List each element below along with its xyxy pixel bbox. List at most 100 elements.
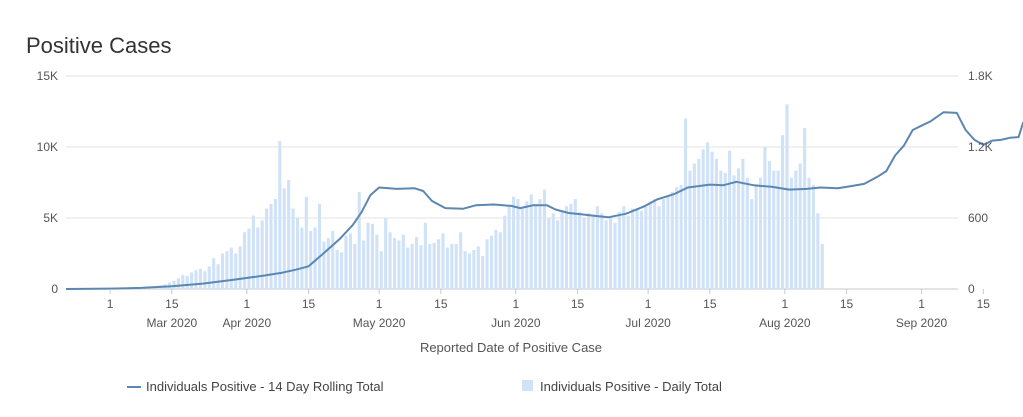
daily-total-bar <box>750 199 754 289</box>
daily-total-bar <box>397 240 401 289</box>
x-axis-tick-label: 15 <box>571 297 585 311</box>
daily-total-bar <box>481 255 485 289</box>
daily-total-bar <box>432 242 436 289</box>
daily-total-bar <box>216 264 220 289</box>
daily-total-bar <box>675 187 679 289</box>
daily-total-bar <box>600 213 604 289</box>
daily-total-bar <box>631 208 635 289</box>
daily-total-bar <box>529 194 533 289</box>
legend-item-rolling-total[interactable]: Individuals Positive - 14 Day Rolling To… <box>127 379 384 394</box>
daily-total-bar <box>494 229 498 289</box>
daily-total-bar <box>317 203 322 289</box>
left-axis-tick-label: 10K <box>37 140 58 154</box>
daily-total-bar <box>260 220 264 289</box>
daily-total-bar <box>331 231 335 289</box>
legend: Individuals Positive - 14 Day Rolling To… <box>127 379 722 394</box>
daily-total-bar <box>251 215 255 289</box>
daily-total-bar <box>282 188 286 289</box>
daily-total-bar <box>326 238 330 289</box>
daily-total-bar <box>269 203 273 289</box>
daily-total-bar <box>653 199 657 289</box>
daily-total-bar <box>772 170 776 289</box>
grid-lines <box>66 75 958 290</box>
daily-total-bar <box>542 189 546 289</box>
daily-total-bar <box>569 203 573 289</box>
daily-total-bar <box>450 244 454 289</box>
daily-total-bar <box>419 245 423 289</box>
daily-total-bar <box>220 253 225 289</box>
x-axis-month-label: May 2020 <box>353 316 406 330</box>
daily-total-bar <box>520 208 524 289</box>
daily-total-bar <box>176 278 180 289</box>
daily-total-bar <box>370 223 374 289</box>
daily-total-bar <box>811 184 815 289</box>
daily-total-bar <box>538 199 542 289</box>
daily-total-bar <box>670 191 674 289</box>
left-axis-ticks: 0 5K 10K 15K <box>37 69 59 296</box>
daily-total-bar <box>701 149 705 289</box>
daily-total-bar <box>728 150 732 289</box>
daily-total-bar <box>714 158 718 289</box>
daily-total-bar <box>445 247 449 289</box>
daily-total-bar <box>644 206 648 289</box>
daily-total-bar <box>265 208 269 289</box>
daily-total-bar <box>313 227 317 289</box>
daily-total-bar <box>485 239 489 289</box>
daily-total-bar <box>516 199 520 289</box>
legend-label-daily-total: Individuals Positive - Daily Total <box>540 379 722 394</box>
legend-item-daily-total[interactable]: Individuals Positive - Daily Total <box>522 379 722 394</box>
daily-total-bar <box>595 206 599 289</box>
daily-total-bar <box>247 228 251 289</box>
daily-total-bar <box>785 104 789 290</box>
daily-total-bar <box>335 249 339 289</box>
daily-total-bar <box>194 270 198 289</box>
daily-total-bar <box>304 196 308 289</box>
daily-total-bar <box>820 244 824 289</box>
daily-total-bar <box>723 173 727 289</box>
x-axis-tick-label: 1 <box>376 297 383 311</box>
daily-total-bar <box>661 199 666 289</box>
daily-total-bar <box>375 234 379 289</box>
daily-total-bar <box>414 236 419 289</box>
x-axis-tick-label: 15 <box>165 297 179 311</box>
daily-total-bar <box>207 266 211 289</box>
rolling-total-line <box>65 111 1023 290</box>
x-axis-month-label: Jul 2020 <box>625 316 671 330</box>
daily-total-bar <box>441 233 445 289</box>
daily-total-bar <box>798 163 802 289</box>
right-axis-tick-label: 1.2K <box>968 140 993 154</box>
x-axis-tick-label: 15 <box>840 297 854 311</box>
daily-total-bar <box>807 177 811 289</box>
daily-total-bar <box>560 210 564 289</box>
daily-total-bar <box>243 232 247 289</box>
daily-total-bar <box>789 177 793 289</box>
x-axis-tick-label: 1 <box>918 297 925 311</box>
daily-total-bar <box>366 222 370 289</box>
daily-total-bar <box>423 222 427 289</box>
daily-total-bar <box>357 191 361 289</box>
daily-total-bar <box>604 220 608 289</box>
daily-total-bar <box>679 184 683 289</box>
daily-total-bar <box>401 234 405 289</box>
daily-total-bar <box>648 201 652 289</box>
daily-total-bar <box>754 184 758 289</box>
daily-total-bar <box>467 253 472 289</box>
daily-total-bar <box>278 141 282 289</box>
daily-total-bar <box>706 142 710 289</box>
daily-total-bar <box>556 220 560 289</box>
daily-total-bar <box>198 268 203 289</box>
daily-total-bar <box>181 274 185 289</box>
daily-total-bar <box>732 175 736 289</box>
daily-total-bar <box>437 239 441 289</box>
daily-total-bar <box>185 275 189 289</box>
daily-total-bar <box>291 208 295 289</box>
daily-total-bar <box>507 206 511 289</box>
daily-total-bar <box>547 218 551 289</box>
x-axis-tick-label: 15 <box>703 297 717 311</box>
daily-total-bar <box>666 196 670 289</box>
daily-total-bar <box>229 247 233 289</box>
daily-total-bar <box>428 244 432 289</box>
legend-label-rolling-total: Individuals Positive - 14 Day Rolling To… <box>146 379 384 394</box>
legend-bar-swatch <box>522 380 533 391</box>
x-axis-tick-label: 15 <box>434 297 448 311</box>
